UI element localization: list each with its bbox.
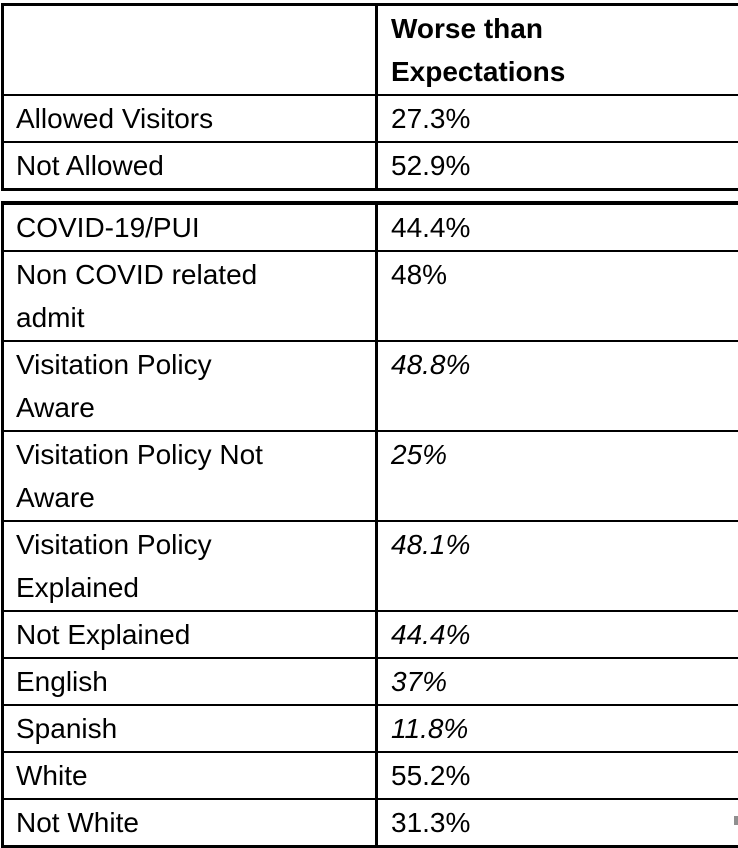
row-value-cell: 44.4% — [377, 203, 738, 251]
row-value-cell: 37% — [377, 658, 738, 705]
row-label-cell: Spanish — [3, 705, 377, 752]
empty-corner-cell — [3, 5, 377, 96]
row-value-cell: 48.8% — [377, 341, 738, 431]
row-label-cell: White — [3, 752, 377, 799]
row-label-cell: Not Explained — [3, 611, 377, 658]
row-value-cell: 44.4% — [377, 611, 738, 658]
row-label-cell: Visitation Policy Not Aware — [3, 431, 377, 521]
row-value-cell: 31.3% — [377, 799, 738, 847]
row-label-cell: Non COVID related admit — [3, 251, 377, 341]
row-value-cell: 25% — [377, 431, 738, 521]
table-header-row: Worse than Expectations — [3, 5, 738, 96]
row-value-cell: 48.1% — [377, 521, 738, 611]
row-label-cell: Visitation Policy Explained — [3, 521, 377, 611]
row-value-cell: 52.9% — [377, 142, 738, 190]
row-value-cell: 48% — [377, 251, 738, 341]
row-value-cell: 55.2% — [377, 752, 738, 799]
column-header-worse-than-expectations: Worse than Expectations — [377, 5, 738, 96]
expectations-table-header-section: Worse than Expectations Allowed Visitors… — [1, 3, 738, 191]
row-label-cell: Visitation Policy Aware — [3, 341, 377, 431]
row-label-cell: Allowed Visitors — [3, 95, 377, 142]
row-value-cell: 11.8% — [377, 705, 738, 752]
row-value-cell: 27.3% — [377, 95, 738, 142]
row-label-cell: Not White — [3, 799, 377, 847]
screen-edge-artifact — [734, 816, 738, 825]
row-label-cell: Not Allowed — [3, 142, 377, 190]
table-section-gap — [1, 191, 738, 201]
row-label-cell: English — [3, 658, 377, 705]
row-label-cell: COVID-19/PUI — [3, 203, 377, 251]
